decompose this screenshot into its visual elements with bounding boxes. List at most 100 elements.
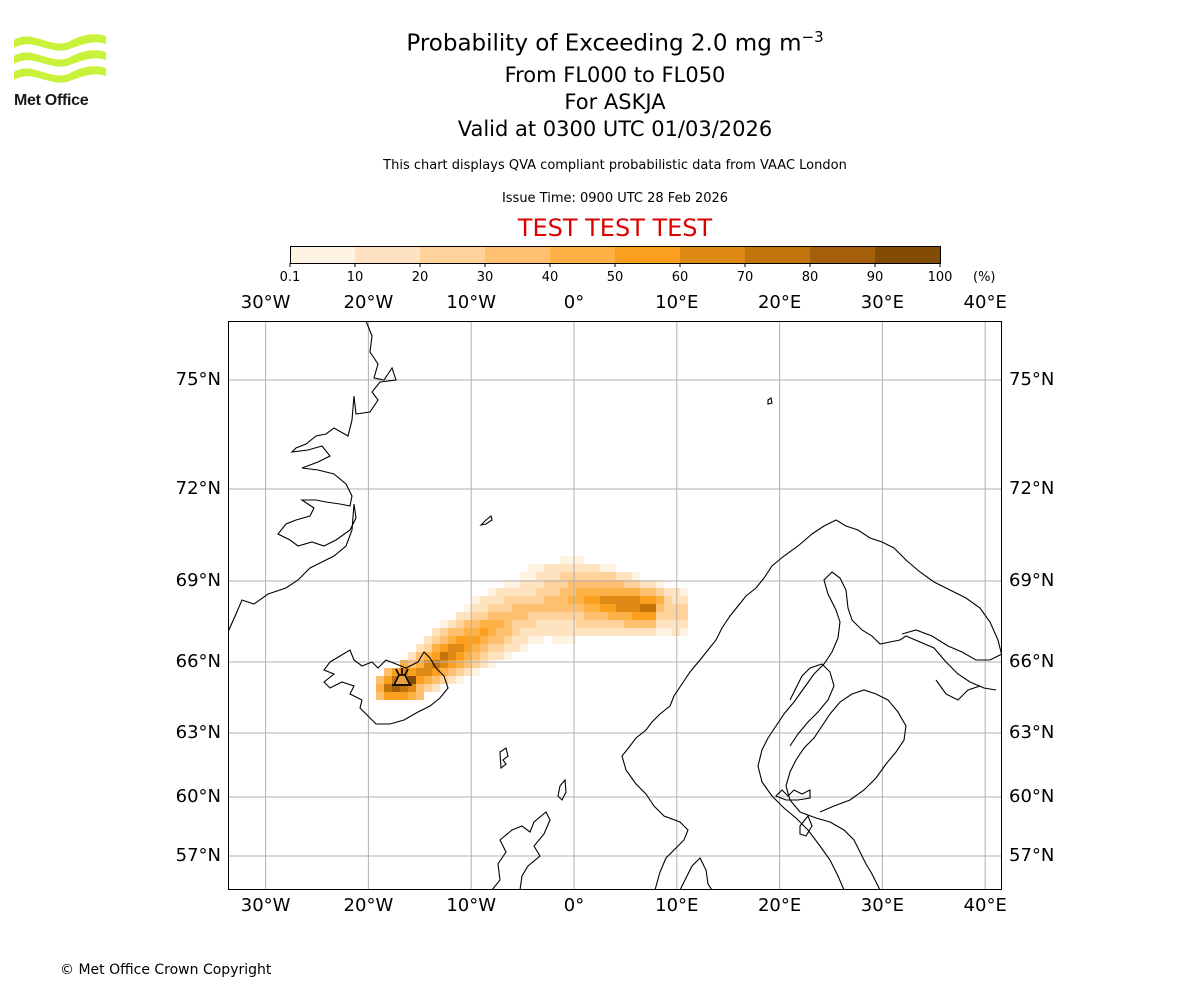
probability-cell xyxy=(624,604,632,612)
probability-cell xyxy=(448,668,456,676)
probability-cell xyxy=(592,596,600,604)
probability-cell xyxy=(568,628,576,636)
probability-cell xyxy=(408,676,416,684)
probability-cell xyxy=(600,620,608,628)
probability-cell xyxy=(456,628,464,636)
probability-cell xyxy=(496,652,504,660)
probability-cell xyxy=(544,572,552,580)
probability-cell xyxy=(432,660,440,668)
probability-cell xyxy=(536,596,544,604)
probability-cell xyxy=(480,652,488,660)
probability-cell xyxy=(560,604,568,612)
probability-cell xyxy=(408,652,416,660)
probability-cell xyxy=(568,588,576,596)
probability-cell xyxy=(504,612,512,620)
probability-cell xyxy=(632,580,640,588)
probability-cell xyxy=(512,612,520,620)
probability-cell xyxy=(472,596,480,604)
probability-cell xyxy=(520,596,528,604)
probability-cell xyxy=(512,628,520,636)
colorbar xyxy=(289,246,941,267)
probability-cell xyxy=(512,604,520,612)
probability-cell xyxy=(456,652,464,660)
probability-cell xyxy=(608,580,616,588)
probability-cell xyxy=(408,684,416,692)
ash-probability-field xyxy=(376,556,688,700)
probability-cell xyxy=(600,564,608,572)
latitude-label-right: 66°N xyxy=(1009,651,1055,672)
probability-cell xyxy=(512,636,520,644)
probability-cell xyxy=(640,628,648,636)
probability-cell xyxy=(464,644,472,652)
probability-cell xyxy=(376,684,384,692)
longitude-label-bottom: 10°E xyxy=(655,895,699,916)
probability-cell xyxy=(520,588,528,596)
longitude-label-top: 30°W xyxy=(240,292,291,313)
probability-cell xyxy=(592,604,600,612)
probability-cell xyxy=(600,612,608,620)
probability-cell xyxy=(488,612,496,620)
probability-cell xyxy=(536,628,544,636)
probability-cell xyxy=(560,636,568,644)
probability-cell xyxy=(680,604,688,612)
probability-cell xyxy=(448,628,456,636)
probability-cell xyxy=(512,580,520,588)
probability-cell xyxy=(600,628,608,636)
probability-cell xyxy=(600,596,608,604)
probability-cell xyxy=(440,636,448,644)
probability-cell xyxy=(536,620,544,628)
probability-cell xyxy=(512,588,520,596)
longitude-label-bottom: 20°W xyxy=(343,895,394,916)
longitude-label-top: 10°E xyxy=(655,292,699,313)
probability-cell xyxy=(416,676,424,684)
probability-cell xyxy=(592,580,600,588)
probability-cell xyxy=(560,620,568,628)
faroe-islands-coast xyxy=(499,747,509,770)
probability-cell xyxy=(616,588,624,596)
probability-cell xyxy=(552,564,560,572)
probability-cell xyxy=(608,604,616,612)
probability-cell xyxy=(480,612,488,620)
probability-cell xyxy=(576,580,584,588)
probability-cell xyxy=(488,636,496,644)
probability-cell xyxy=(384,692,392,700)
probability-cell xyxy=(624,612,632,620)
probability-cell xyxy=(416,692,424,700)
probability-cell xyxy=(536,636,544,644)
colorbar-cell xyxy=(290,246,356,263)
probability-cell xyxy=(576,564,584,572)
probability-cell xyxy=(448,660,456,668)
title-main: Probability of Exceeding 2.0 mg m xyxy=(406,30,802,57)
probability-cell xyxy=(608,596,616,604)
probability-cell xyxy=(536,588,544,596)
probability-cell xyxy=(536,564,544,572)
longitude-label-bottom: 30°E xyxy=(860,895,905,916)
probability-cell xyxy=(464,636,472,644)
gulf-of-bothnia-coast xyxy=(789,663,835,747)
probability-cell xyxy=(392,684,400,692)
colorbar-cell xyxy=(485,246,551,263)
probability-cell xyxy=(648,580,656,588)
latitude-label-left: 75°N xyxy=(175,369,221,390)
denmark-coast xyxy=(679,857,713,890)
probability-cell xyxy=(544,604,552,612)
probability-cell xyxy=(416,652,424,660)
probability-cell xyxy=(640,596,648,604)
probability-cell xyxy=(456,660,464,668)
probability-cell xyxy=(544,564,552,572)
probability-cell xyxy=(672,628,680,636)
colorbar-cell xyxy=(680,246,746,263)
baltic-coast xyxy=(785,689,907,890)
probability-cell xyxy=(496,588,504,596)
probability-cell xyxy=(560,556,568,564)
colorbar-cell xyxy=(355,246,421,263)
probability-cell xyxy=(528,636,536,644)
probability-cell xyxy=(488,652,496,660)
baltic-islands-coast xyxy=(775,789,813,837)
probability-cell xyxy=(552,612,560,620)
probability-cell xyxy=(568,636,576,644)
probability-cell xyxy=(448,676,456,684)
probability-cell xyxy=(560,564,568,572)
probability-cell xyxy=(424,636,432,644)
